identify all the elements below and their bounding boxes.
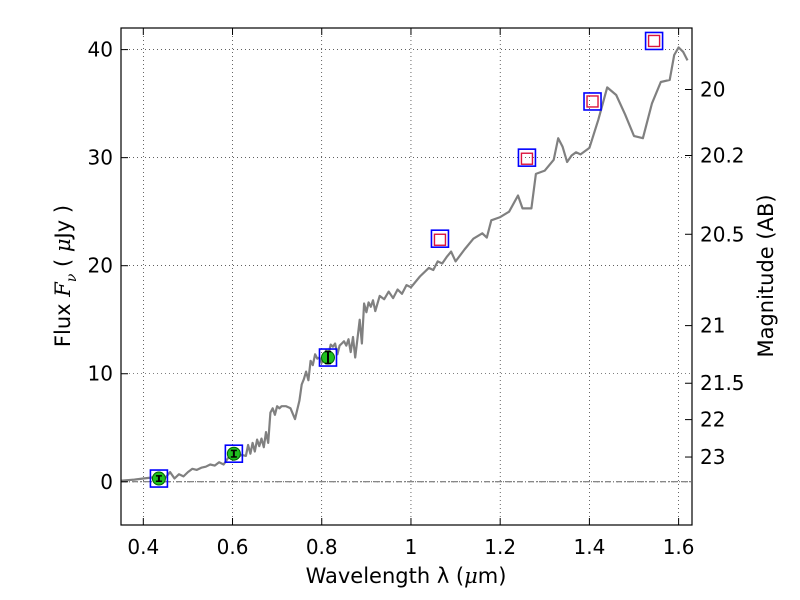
y-tick-label: 10 bbox=[88, 362, 113, 386]
x-tick-label: 1.4 bbox=[573, 535, 605, 559]
x-tick-label: 0.6 bbox=[217, 535, 249, 559]
model-flux-square bbox=[224, 444, 244, 463]
upper-limit-square bbox=[520, 152, 534, 165]
grid bbox=[121, 28, 692, 525]
markers bbox=[149, 31, 664, 488]
x-tick-label: 1.6 bbox=[663, 535, 695, 559]
upper-limit-square bbox=[433, 233, 447, 246]
magnitude-axis: 20 20.2 20.5 21 21.5 22 23 bbox=[685, 78, 745, 469]
y-tick-label: 0 bbox=[100, 470, 113, 494]
x-tick-label: 0.8 bbox=[306, 535, 338, 559]
magnitude-tick-label: 20.5 bbox=[700, 222, 745, 246]
magnitude-tick-label: 20.2 bbox=[700, 143, 745, 167]
model-flux-square bbox=[149, 469, 169, 488]
y-tick-label: 20 bbox=[88, 254, 113, 278]
y-axis-title: Flux Fν ( μJy ) bbox=[51, 205, 80, 347]
x-axis-title: Wavelength λ (μm) bbox=[306, 564, 507, 588]
y-axis: 0 10 20 30 40 bbox=[88, 38, 128, 494]
magnitude-tick-label: 21.5 bbox=[700, 371, 745, 395]
x-tick-label: 0.4 bbox=[127, 535, 159, 559]
model-flux-square bbox=[430, 229, 450, 248]
x-tick-label: 1.2 bbox=[484, 535, 516, 559]
magnitude-tick-label: 22 bbox=[700, 408, 725, 432]
upper-limit-square bbox=[586, 95, 599, 108]
model-flux-square bbox=[517, 148, 537, 167]
x-tick-label: 1 bbox=[405, 535, 418, 559]
x-axis: 0.4 0.6 0.8 1 1.2 1.4 1.6 bbox=[127, 28, 695, 559]
magnitude-tick-label: 21 bbox=[700, 314, 725, 338]
magnitude-tick-label: 20 bbox=[700, 78, 725, 102]
plot-frame bbox=[120, 27, 693, 526]
model-flux-square bbox=[318, 348, 338, 367]
y-tick-label: 30 bbox=[88, 146, 113, 170]
upper-limit-square bbox=[647, 34, 661, 48]
magnitude-axis-title: Magnitude (AB) bbox=[754, 194, 778, 357]
magnitude-tick-label: 23 bbox=[700, 445, 725, 469]
model-flux-square bbox=[644, 31, 664, 51]
plot-frame-bg bbox=[121, 28, 692, 525]
y-tick-label: 40 bbox=[88, 38, 113, 62]
model-flux-square bbox=[583, 92, 602, 111]
